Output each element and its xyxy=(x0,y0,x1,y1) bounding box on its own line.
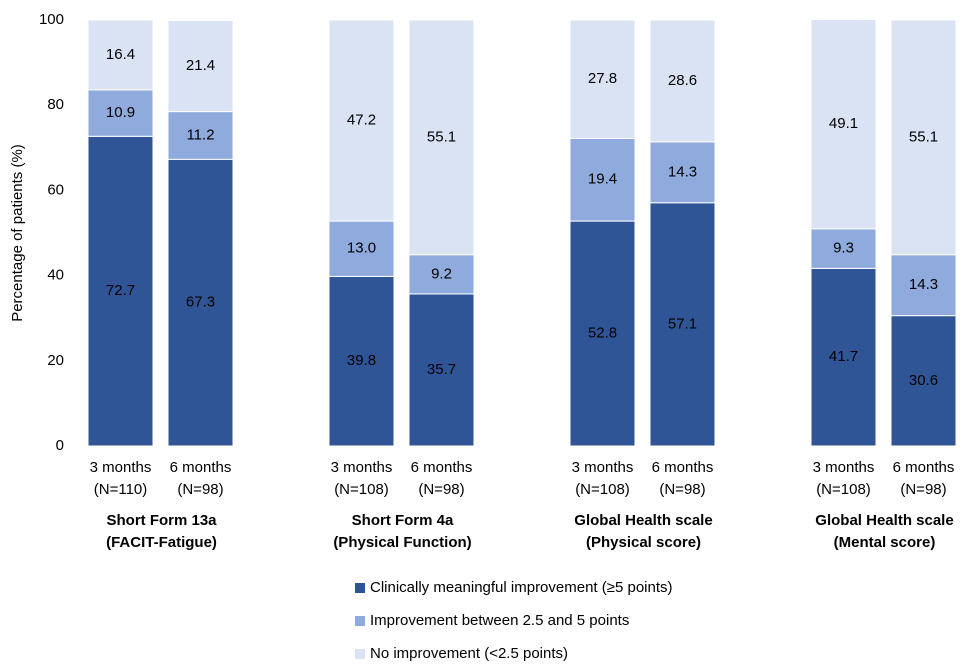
group-label: Short Form 13a xyxy=(106,512,217,529)
legend-swatch xyxy=(355,583,365,593)
group-label: Global Health scale xyxy=(574,512,712,529)
data-label: 27.8 xyxy=(588,70,617,87)
bar-segment xyxy=(87,135,154,447)
bar-segment xyxy=(167,158,234,447)
data-label: 11.2 xyxy=(186,126,214,143)
x-tick-label: (N=110) xyxy=(94,481,148,498)
group-label: (Mental score) xyxy=(834,534,936,551)
bar-segment xyxy=(167,111,234,160)
bar-segment xyxy=(890,19,957,256)
bar-segment xyxy=(569,220,636,447)
y-tick-label: 0 xyxy=(56,437,64,454)
x-tick-label: (N=98) xyxy=(177,481,223,498)
y-tick-label: 40 xyxy=(47,267,64,284)
data-label: 72.7 xyxy=(106,282,135,299)
bar-segment xyxy=(408,19,475,256)
data-label: 49.1 xyxy=(829,115,858,132)
y-tick-label: 100 xyxy=(39,11,64,28)
group-label: (Physical Function) xyxy=(333,534,471,551)
x-tick-label: 3 months xyxy=(331,459,393,476)
data-label: 16.4 xyxy=(106,46,135,63)
x-tick-label: 6 months xyxy=(893,459,955,476)
bar-segment xyxy=(328,19,395,222)
x-tick-label: 3 months xyxy=(90,459,152,476)
data-label: 57.1 xyxy=(668,315,697,332)
data-label: 39.8 xyxy=(347,352,376,369)
bar-segment xyxy=(649,202,716,447)
x-tick-label: (N=108) xyxy=(575,481,630,498)
y-tick-label: 20 xyxy=(47,352,64,369)
y-tick-label: 60 xyxy=(47,181,64,198)
y-tick-label: 80 xyxy=(47,96,64,113)
x-tick-label: (N=108) xyxy=(334,481,389,498)
x-tick-label: 6 months xyxy=(411,459,473,476)
data-label: 35.7 xyxy=(427,361,456,378)
x-tick-label: (N=98) xyxy=(659,481,705,498)
x-tick-label: (N=98) xyxy=(418,481,464,498)
bar-segment xyxy=(87,89,154,137)
data-label: 9.2 xyxy=(431,265,452,282)
bar-segment xyxy=(408,254,475,295)
bar-segment xyxy=(328,220,395,277)
bar-segment xyxy=(810,228,877,269)
bar-segment xyxy=(328,275,395,447)
data-label: 14.3 xyxy=(668,163,697,180)
legend-swatch xyxy=(355,616,365,626)
legend-label: No improvement (<2.5 points) xyxy=(370,645,568,662)
data-label: 55.1 xyxy=(427,128,456,145)
data-label: 47.2 xyxy=(347,112,376,129)
data-label: 13.0 xyxy=(347,240,376,257)
data-label: 9.3 xyxy=(833,240,854,257)
data-label: 28.6 xyxy=(668,72,697,89)
x-tick-label: 3 months xyxy=(572,459,634,476)
bar-segment xyxy=(649,19,716,143)
bar-segment xyxy=(569,19,636,139)
x-tick-label: (N=98) xyxy=(900,481,946,498)
data-label: 41.7 xyxy=(829,348,858,365)
bar-segment xyxy=(649,141,716,204)
group-label: (Physical score) xyxy=(586,534,701,551)
data-label: 21.4 xyxy=(186,57,215,74)
group-label: Global Health scale xyxy=(815,512,953,529)
bar-segment xyxy=(810,19,877,230)
data-label: 52.8 xyxy=(588,325,617,342)
data-label: 55.1 xyxy=(909,128,938,145)
legend-swatch xyxy=(355,649,365,659)
data-label: 30.6 xyxy=(909,372,938,389)
data-label: 19.4 xyxy=(588,171,617,188)
data-label: 14.3 xyxy=(909,276,938,293)
legend-label: Improvement between 2.5 and 5 points xyxy=(370,612,629,629)
group-label: Short Form 4a xyxy=(352,512,454,529)
bar-segment xyxy=(167,19,234,113)
x-tick-label: 6 months xyxy=(652,459,714,476)
legend-label: Clinically meaningful improvement (≥5 po… xyxy=(370,579,673,596)
group-label: (FACIT-Fatigue) xyxy=(106,534,217,551)
y-axis-label: Percentage of patients (%) xyxy=(9,144,26,322)
x-tick-label: 3 months xyxy=(813,459,875,476)
data-label: 67.3 xyxy=(186,294,215,311)
bar-segment xyxy=(87,19,154,91)
x-tick-label: (N=108) xyxy=(816,481,871,498)
data-label: 10.9 xyxy=(106,104,135,121)
bar-segment xyxy=(408,293,475,447)
bar-segment xyxy=(810,267,877,447)
x-tick-label: 6 months xyxy=(170,459,232,476)
bar-segment xyxy=(890,254,957,317)
